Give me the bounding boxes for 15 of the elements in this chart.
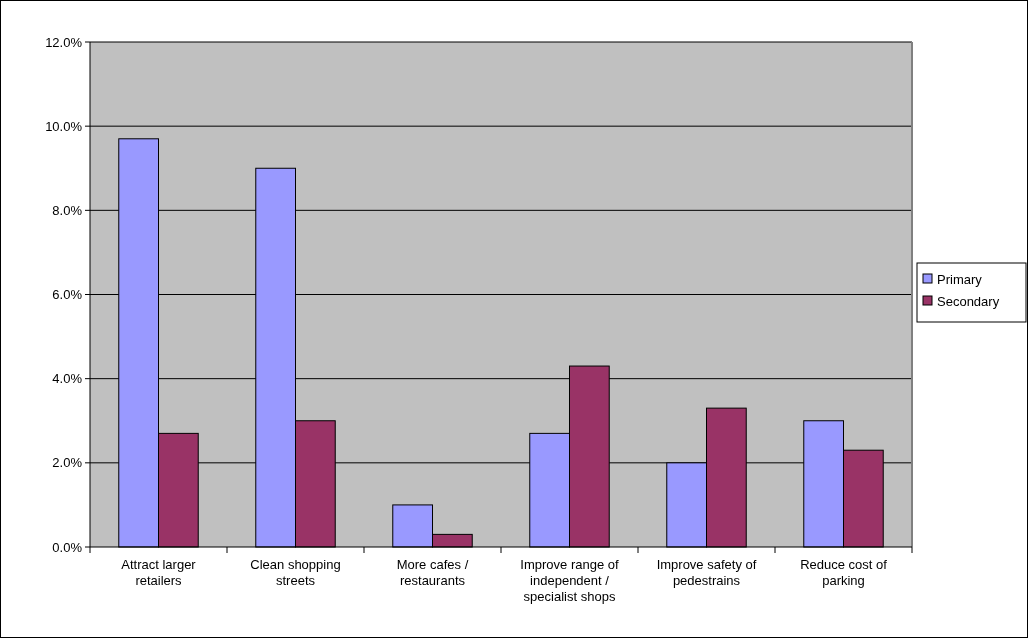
x-tick-label: Improve range of independent / specialist shops [520,557,620,604]
y-tick-label: 8.0% [52,202,83,218]
legend-label: Secondary [937,293,1000,309]
x-tick-label: Reduce cost of parking [800,557,888,588]
y-tick-label: 6.0% [52,287,83,303]
y-tick-label: 0.0% [52,539,83,555]
y-tick-label: 2.0% [52,455,83,471]
x-tick-label: Improve safety of pedestrains [656,557,757,588]
x-tick-label: Attract larger retailers [121,557,197,588]
x-tick-label: Clean shopping streets [250,557,341,588]
legend-label: Primary [937,271,983,287]
x-tick-label: More cafes / restaurants [396,557,469,588]
y-tick-label: 4.0% [52,371,83,387]
y-tick-label: 12.0% [45,34,83,50]
y-tick-label: 10.0% [45,118,83,134]
